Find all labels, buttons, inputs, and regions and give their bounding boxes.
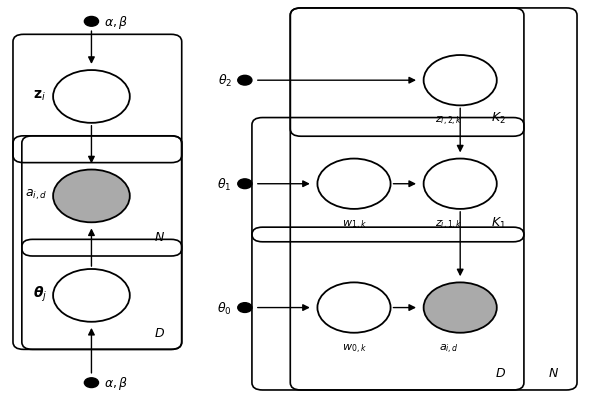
Circle shape	[84, 17, 99, 27]
Text: $a_{i,d}$: $a_{i,d}$	[25, 187, 47, 202]
Text: $z_{i,2,k}$: $z_{i,2,k}$	[435, 115, 463, 128]
Text: $\theta_1$: $\theta_1$	[218, 176, 232, 192]
Circle shape	[317, 159, 391, 209]
Text: $D$: $D$	[154, 326, 165, 339]
Circle shape	[84, 378, 99, 388]
Text: $z_{i,1,k}$: $z_{i,1,k}$	[435, 218, 463, 231]
Text: $w_{0,k}$: $w_{0,k}$	[342, 342, 366, 355]
Text: $\theta_0$: $\theta_0$	[217, 300, 232, 316]
Text: $\alpha, \beta$: $\alpha, \beta$	[104, 374, 129, 391]
Circle shape	[424, 283, 497, 333]
Text: $\boldsymbol{\theta}_{j}$: $\boldsymbol{\theta}_{j}$	[33, 284, 47, 303]
Text: $D$: $D$	[495, 366, 506, 379]
Circle shape	[53, 269, 130, 322]
Text: $a_{i,d}$: $a_{i,d}$	[440, 342, 459, 355]
Circle shape	[53, 71, 130, 124]
Circle shape	[53, 170, 130, 223]
Text: $\theta_2$: $\theta_2$	[218, 73, 232, 89]
Text: $w_{1,k}$: $w_{1,k}$	[342, 218, 366, 231]
Text: $\alpha, \beta$: $\alpha, \beta$	[104, 14, 129, 31]
Text: $N$: $N$	[548, 366, 559, 379]
Circle shape	[424, 56, 497, 106]
Circle shape	[238, 76, 252, 86]
Text: $K_2$: $K_2$	[491, 111, 506, 126]
Text: $\mathbf{z}_{i}$: $\mathbf{z}_{i}$	[33, 88, 46, 102]
Text: $K_1$: $K_1$	[491, 216, 506, 231]
Circle shape	[238, 303, 252, 313]
Text: $N$: $N$	[154, 231, 165, 244]
Circle shape	[238, 179, 252, 189]
Circle shape	[317, 283, 391, 333]
Circle shape	[424, 159, 497, 209]
